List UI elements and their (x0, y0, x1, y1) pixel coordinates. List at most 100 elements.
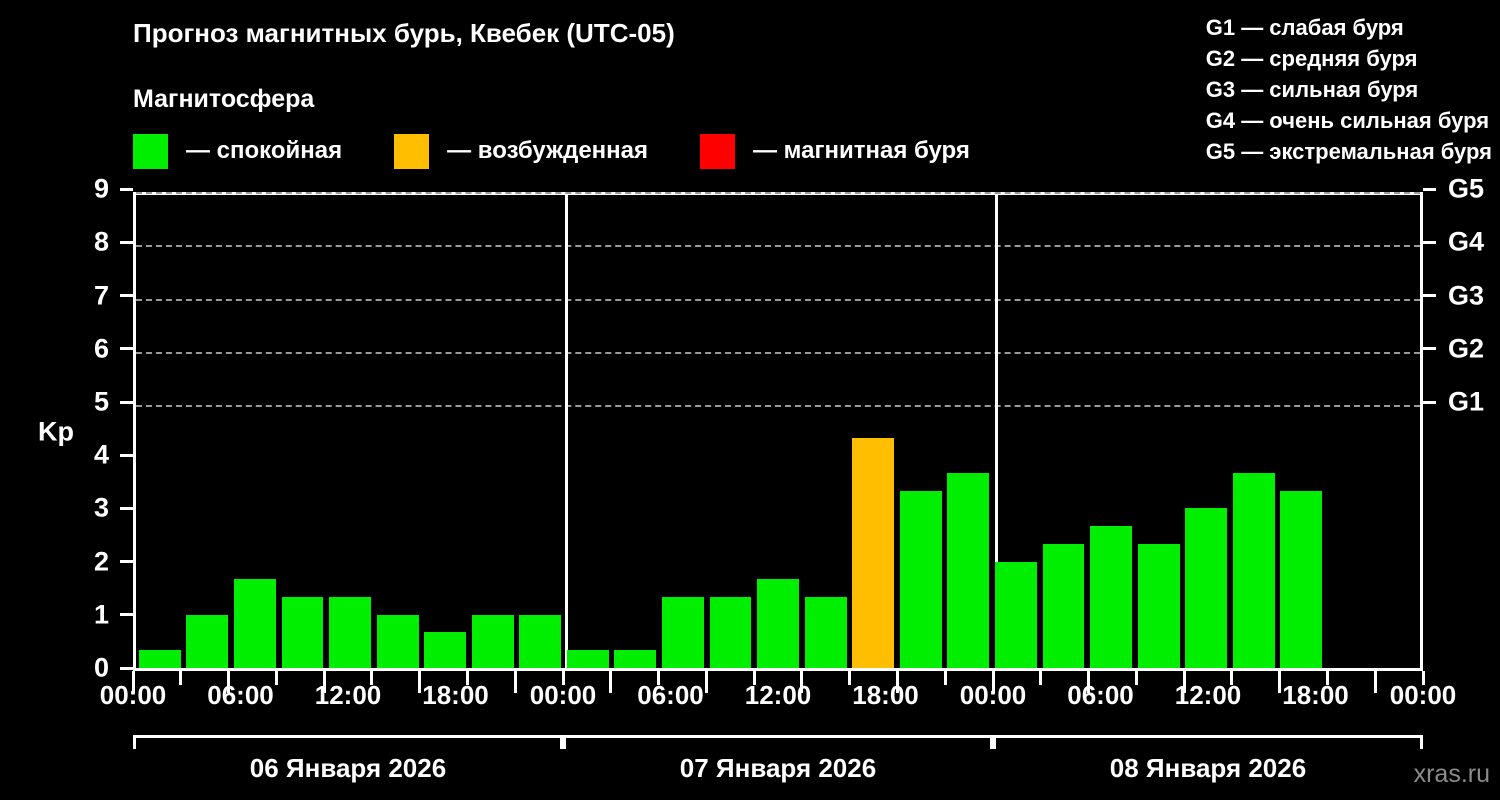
bar-slot (992, 195, 1040, 668)
kp-bar (138, 650, 181, 668)
kp-bar (804, 597, 847, 668)
y-tick-label-5: 5 (93, 386, 109, 417)
y-tick-9 (120, 187, 133, 191)
x-tick (179, 671, 183, 685)
legend-item-quiet: — спокойная (133, 133, 343, 169)
kp-bar (994, 561, 1037, 668)
gridline-kp-6 (136, 351, 1420, 354)
bar-slot (1182, 195, 1230, 668)
kp-bar (1280, 490, 1323, 668)
kp-bar (757, 579, 800, 668)
bar-slot (802, 195, 850, 668)
bar-slot (231, 195, 279, 668)
legend-label: — магнитная буря (753, 137, 970, 164)
bar-slot (1135, 195, 1183, 668)
x-tick (465, 671, 469, 685)
bar-series (136, 195, 1420, 668)
x-tick-label: 12:00 (744, 680, 812, 710)
date-label-1: 06 Января 2026 (249, 753, 447, 783)
right-axis-label-G3: G3 (1448, 280, 1485, 311)
bar-slot (897, 195, 945, 668)
kp-bar (614, 650, 657, 668)
x-tick-label: 18:00 (1282, 680, 1349, 710)
x-tick (657, 671, 661, 685)
bar-slot (469, 195, 517, 668)
x-tick (274, 671, 278, 685)
y-tick-6 (120, 347, 133, 351)
x-tick (1278, 671, 1282, 693)
kp-bar (471, 614, 514, 668)
bar-slot (279, 195, 327, 668)
x-tick (1134, 671, 1138, 685)
kp-bar (1232, 472, 1275, 668)
bar-slot (1278, 195, 1326, 668)
y-tick-8 (120, 240, 133, 244)
x-tick (1373, 671, 1377, 693)
x-tick (752, 671, 756, 685)
kp-bar (566, 650, 609, 668)
legend-label: — спокойная (186, 137, 343, 164)
right-tick-G1 (1423, 400, 1436, 404)
x-tick-label: 06:00 (1067, 680, 1134, 710)
y-tick-label-6: 6 (93, 333, 109, 364)
magnetosphere-heading: Магнитосфера (133, 85, 315, 113)
chart-plot-area (133, 192, 1423, 668)
x-tick-label: 18:00 (852, 680, 919, 710)
right-tick-G3 (1423, 294, 1436, 298)
x-tick (943, 671, 947, 685)
kp-bar (709, 597, 752, 668)
bar-slot (1040, 195, 1088, 668)
x-tick (1325, 671, 1329, 685)
kp-bar (1042, 544, 1085, 668)
kp-bar (186, 614, 229, 668)
y-tick-label-8: 8 (93, 226, 109, 257)
y-tick-label-0: 0 (93, 652, 109, 683)
g-scale-row-3: G3 — сильная буря (1205, 77, 1419, 102)
bar-slot (1325, 195, 1373, 668)
right-axis-label-G2: G2 (1448, 333, 1485, 364)
x-tick (418, 671, 422, 693)
kp-bar (1185, 508, 1228, 668)
x-tick (561, 671, 565, 685)
y-tick-2 (120, 560, 133, 564)
gridline-kp-8 (136, 245, 1420, 248)
bar-slot (1373, 195, 1421, 668)
bar-slot (707, 195, 755, 668)
x-tick (370, 671, 374, 685)
bar-slot (945, 195, 993, 668)
page-title: Прогноз магнитных бурь, Квебек (UTC-05) (133, 18, 675, 48)
bar-slot (612, 195, 660, 668)
kp-bar (376, 614, 419, 668)
y-tick-1 (120, 613, 133, 617)
legend-label: — возбужденная (447, 137, 649, 164)
x-tick (991, 671, 995, 693)
x-tick-label: 00:00 (1389, 680, 1457, 710)
x-tick (1087, 671, 1091, 693)
kp-bar (281, 597, 324, 668)
kp-bar (662, 597, 704, 668)
bar-slot (374, 195, 422, 668)
gridline-kp-9 (136, 192, 1420, 195)
right-axis-label-G1: G1 (1448, 386, 1485, 417)
magnetosphere-legend: — спокойная — возбужденная — магнитная бур… (133, 131, 1022, 171)
kp-bar (899, 490, 942, 668)
x-tick (227, 671, 231, 693)
storm-swatch-icon (700, 133, 736, 169)
y-tick-label-2: 2 (93, 546, 109, 577)
bar-slot (421, 195, 469, 668)
right-axis-label-G5: G5 (1448, 173, 1485, 204)
kp-bar (947, 472, 990, 668)
x-tick (131, 671, 135, 693)
legend-item-storm: — магнитная буря (700, 133, 970, 169)
y-tick-5 (120, 400, 133, 404)
x-tick (322, 671, 326, 693)
quiet-swatch-icon (133, 133, 168, 169)
y-axis-title: Kp (38, 416, 74, 447)
bar-slot (754, 195, 802, 668)
y-tick-label-7: 7 (93, 280, 109, 311)
x-tick (848, 671, 852, 685)
bar-slot (326, 195, 374, 668)
g-scale-legend: G1 — слабая буря G2 — средняя буря G3 — си… (1206, 12, 1492, 167)
kp-bar (424, 632, 467, 668)
kp-bar (329, 597, 371, 668)
